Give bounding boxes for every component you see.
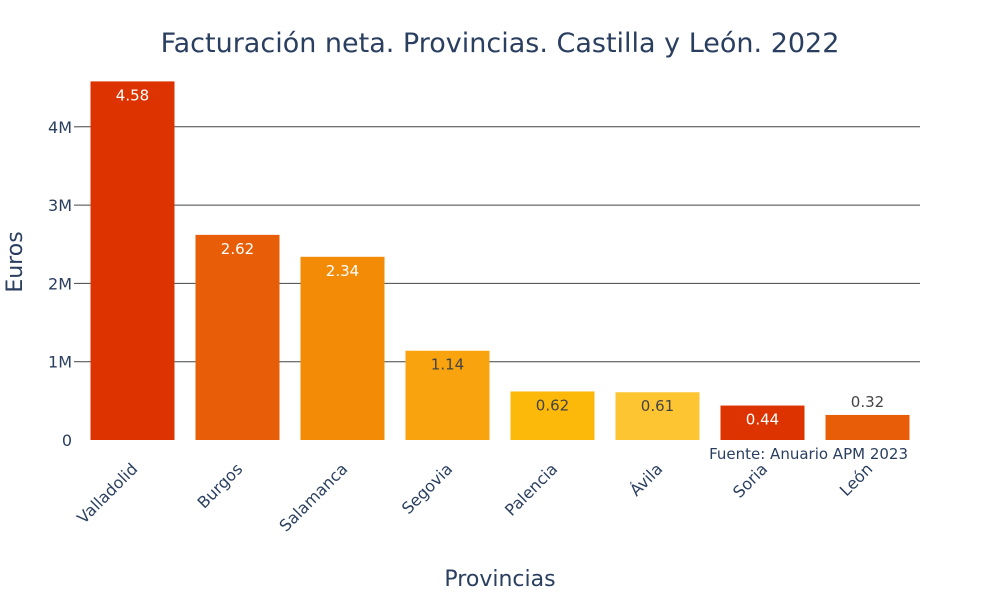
y-tick-label: 3M	[48, 196, 72, 215]
x-tick-label: Salamanca	[275, 459, 351, 535]
x-tick-label: León	[836, 459, 877, 500]
data-labels: 4.58 2.62 2.34 1.14 0.62 0.61 0.44 0.32	[116, 86, 884, 428]
source-annotation: Fuente: Anuario APM 2023	[709, 445, 908, 463]
bar-data-label: 0.62	[536, 396, 569, 414]
bars	[90, 81, 910, 440]
bar	[615, 392, 700, 440]
x-tick-label: Segovia	[398, 459, 456, 517]
bar-data-label: 4.58	[116, 86, 149, 104]
bar	[405, 350, 490, 440]
x-tick-label: Soria	[729, 459, 771, 501]
bar-data-label: 0.32	[851, 393, 884, 411]
x-tick-label: Ávila	[626, 459, 666, 499]
bar	[720, 405, 805, 440]
x-tick-label: Burgos	[194, 459, 247, 512]
bar-data-label: 2.34	[326, 262, 359, 280]
x-axis-ticks: Valladolid Burgos Salamanca Segovia Palencia…	[73, 459, 876, 535]
x-axis-title: Provincias	[444, 567, 555, 592]
x-tick-label: Valladolid	[73, 459, 141, 527]
bar-data-label: 0.44	[746, 411, 779, 429]
y-tick-label: 2M	[48, 274, 72, 293]
bar	[90, 81, 175, 440]
y-tick-label: 1M	[48, 353, 72, 372]
y-tick-label: 0	[62, 431, 72, 450]
chart-title: Facturación neta. Provincias. Castilla y…	[161, 28, 840, 59]
bar-data-label: 2.62	[221, 240, 254, 258]
bar	[300, 256, 385, 440]
y-axis-title: Euros	[3, 231, 28, 292]
y-axis-ticks: 0 1M 2M 3M 4M	[48, 118, 80, 450]
bar	[195, 234, 280, 440]
x-tick-label: Palencia	[501, 459, 561, 519]
y-tick-label: 4M	[48, 118, 72, 137]
bar-data-label: 1.14	[431, 356, 464, 374]
bar	[510, 391, 595, 440]
bar-data-label: 0.61	[641, 397, 674, 415]
bar	[825, 414, 910, 440]
